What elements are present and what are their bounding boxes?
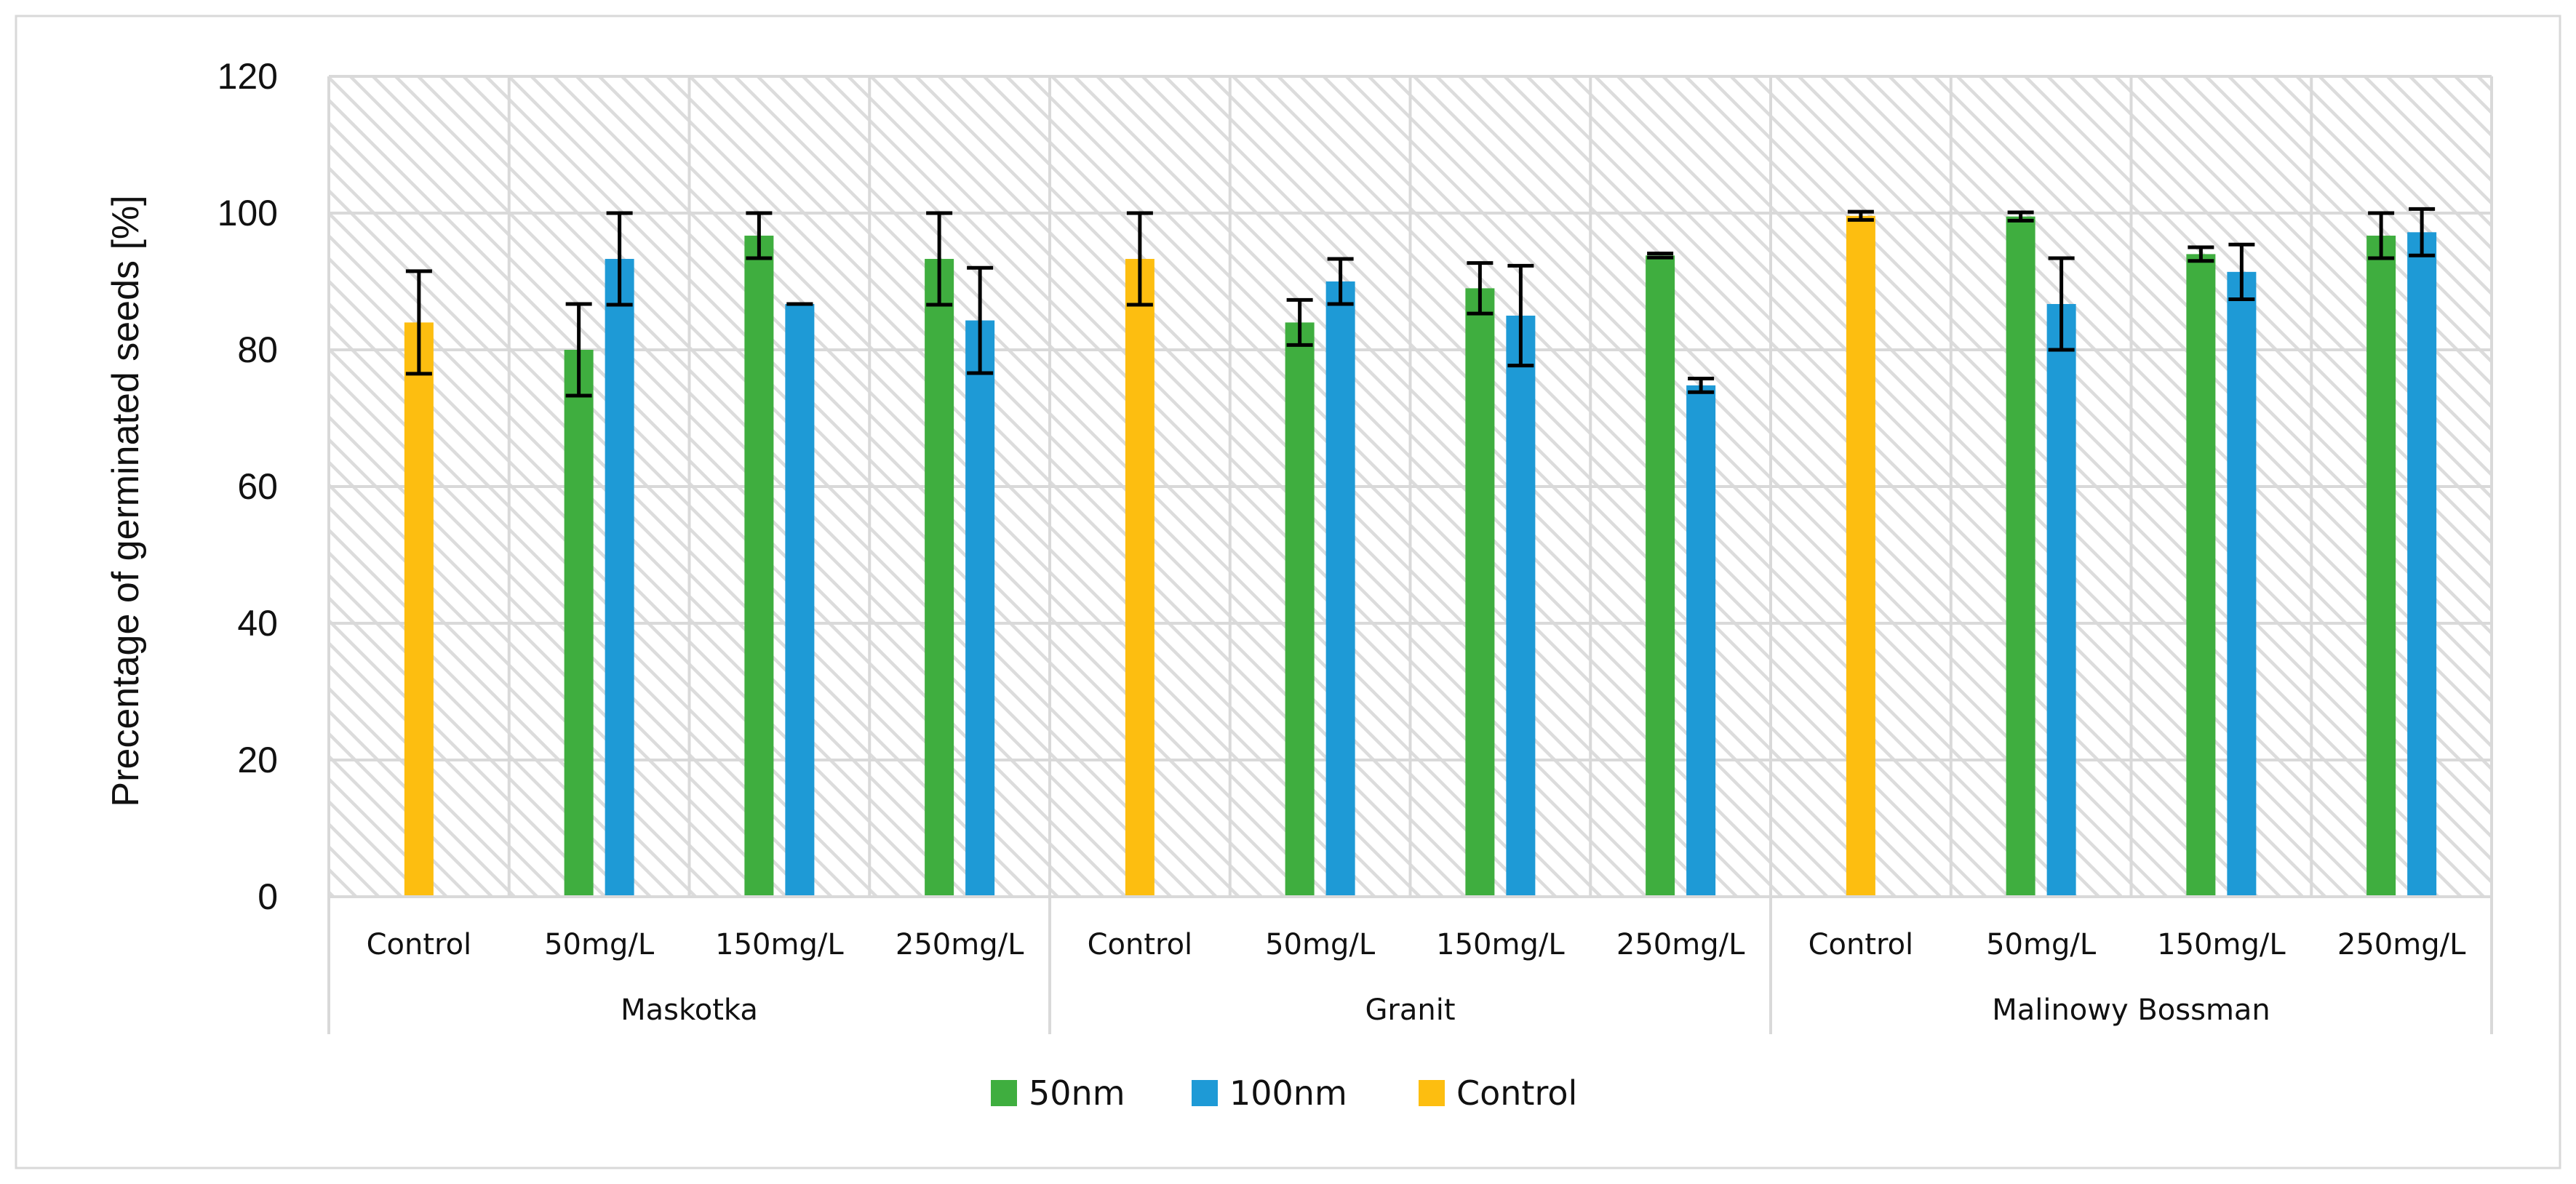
x-category-label: 250mg/L bbox=[2337, 928, 2466, 961]
x-category-label: 250mg/L bbox=[1616, 928, 1745, 961]
bar-50nm bbox=[744, 236, 774, 897]
x-group-label: Granit bbox=[1365, 993, 1455, 1027]
bar-100nm bbox=[2407, 232, 2437, 897]
bar-100nm bbox=[1325, 281, 1355, 897]
x-category-label: Control bbox=[1088, 928, 1193, 961]
x-category-label: 150mg/L bbox=[715, 928, 844, 961]
bar-50nm bbox=[2006, 216, 2035, 897]
bar-control bbox=[1846, 215, 1875, 897]
x-category-label: 250mg/L bbox=[896, 928, 1024, 961]
x-group-label: Malinowy Bossman bbox=[1992, 993, 2270, 1027]
bar-100nm bbox=[965, 320, 995, 897]
bar-50nm bbox=[2366, 236, 2396, 897]
legend-swatch-100nm bbox=[1192, 1080, 1218, 1106]
bar-100nm bbox=[2227, 271, 2257, 897]
legend-swatch-50nm bbox=[991, 1080, 1017, 1106]
bar-100nm bbox=[785, 304, 815, 897]
x-category-label: 50mg/L bbox=[544, 928, 655, 961]
legend-swatch-control bbox=[1419, 1080, 1445, 1106]
legend-label-100nm: 100nm bbox=[1229, 1073, 1347, 1113]
x-category-label: 150mg/L bbox=[1436, 928, 1565, 961]
y-tick-label: 120 bbox=[218, 56, 278, 97]
x-category-label: Control bbox=[1809, 928, 1914, 961]
y-tick-label: 20 bbox=[237, 740, 278, 780]
bar-50nm bbox=[1285, 322, 1315, 897]
bar-50nm bbox=[1646, 255, 1675, 897]
x-category-label: 50mg/L bbox=[1986, 928, 2097, 961]
y-axis-label: Precentage of germinated seeds [%] bbox=[105, 195, 147, 807]
bar-50nm bbox=[925, 258, 954, 897]
bar-50nm bbox=[2186, 254, 2216, 897]
bar-50nm bbox=[1465, 288, 1495, 897]
x-category-label: Control bbox=[367, 928, 472, 961]
x-category-label: 50mg/L bbox=[1265, 928, 1376, 961]
bar-100nm bbox=[2046, 304, 2076, 897]
bar-100nm bbox=[1686, 385, 1716, 897]
y-tick-label: 80 bbox=[237, 329, 278, 370]
legend-label-control: Control bbox=[1456, 1073, 1577, 1113]
x-group-label: Maskotka bbox=[621, 993, 758, 1027]
bar-control bbox=[1125, 258, 1155, 897]
bar-50nm bbox=[564, 350, 594, 897]
x-category-label: 150mg/L bbox=[2157, 928, 2286, 961]
y-tick-label: 0 bbox=[258, 876, 278, 917]
bar-100nm bbox=[1506, 316, 1536, 897]
y-tick-label: 60 bbox=[237, 466, 278, 507]
bar-control bbox=[404, 322, 434, 897]
y-tick-label: 40 bbox=[237, 603, 278, 644]
bar-100nm bbox=[605, 258, 634, 897]
y-tick-label: 100 bbox=[218, 193, 278, 233]
legend-label-50nm: 50nm bbox=[1029, 1073, 1125, 1113]
